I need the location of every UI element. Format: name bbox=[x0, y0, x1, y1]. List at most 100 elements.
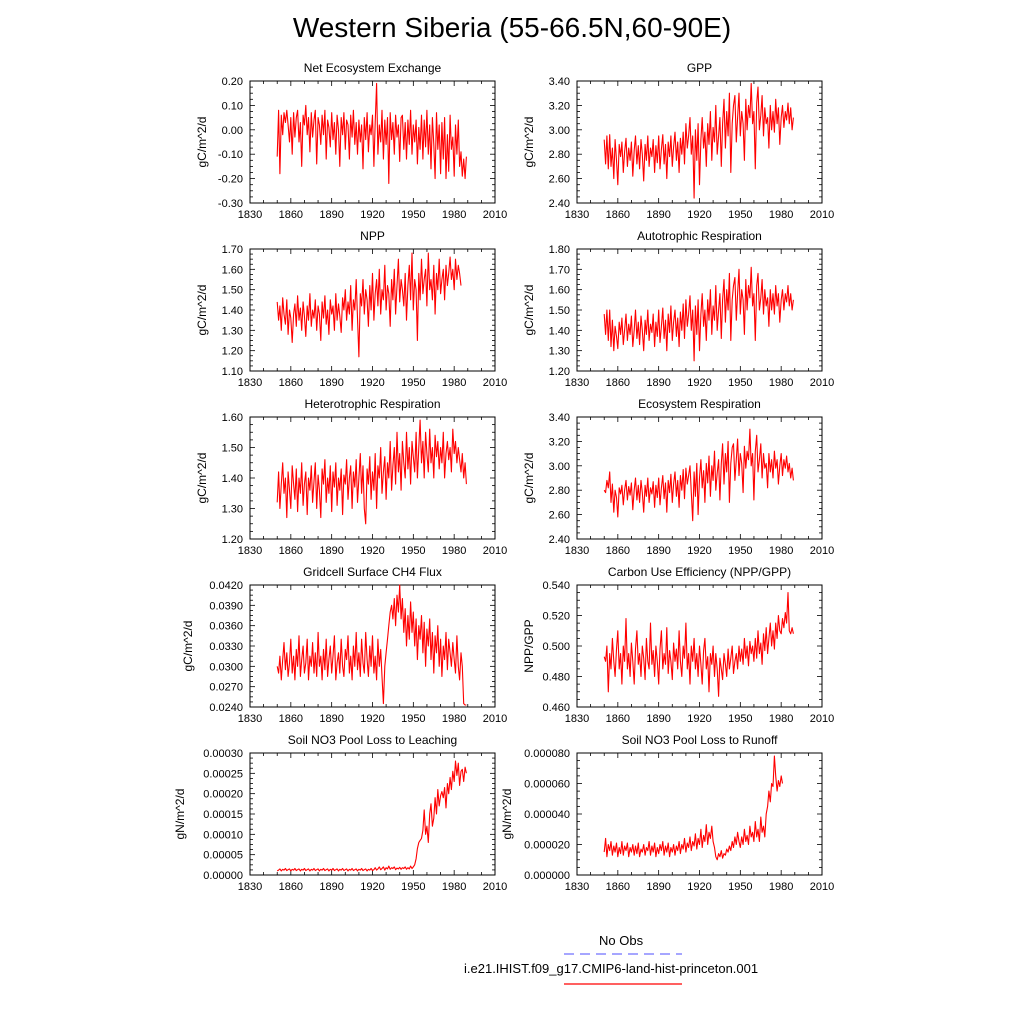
x-tick-label: 2010 bbox=[810, 545, 834, 557]
y-tick-label: 0.00020 bbox=[203, 789, 243, 801]
y-tick-label: 0.0330 bbox=[209, 641, 243, 653]
x-tick-label: 1830 bbox=[565, 545, 589, 557]
y-tick-label: 1.80 bbox=[549, 244, 570, 256]
panel-title: Soil NO3 Pool Loss to Runoff bbox=[622, 733, 779, 747]
x-tick-label: 1830 bbox=[565, 209, 589, 221]
panel-title: Gridcell Surface CH4 Flux bbox=[303, 565, 442, 579]
x-tick-label: 1920 bbox=[687, 713, 711, 725]
series-line bbox=[276, 252, 462, 358]
y-tick-label: 1.40 bbox=[222, 305, 243, 317]
x-tick-label: 1950 bbox=[728, 881, 752, 893]
panel-title: Soil NO3 Pool Loss to Leaching bbox=[288, 733, 457, 747]
y-tick-label: 0.000060 bbox=[524, 779, 570, 791]
y-axis-label: gC/m^2/d bbox=[195, 117, 209, 168]
x-tick-label: 1980 bbox=[442, 209, 466, 221]
x-tick-label: 1950 bbox=[401, 881, 425, 893]
x-tick-label: 1950 bbox=[401, 713, 425, 725]
x-tick-label: 1920 bbox=[687, 377, 711, 389]
y-tick-label: 3.20 bbox=[549, 436, 570, 448]
y-tick-label: 1.70 bbox=[222, 244, 243, 256]
x-tick-label: 1920 bbox=[360, 545, 384, 557]
y-tick-label: 1.40 bbox=[222, 473, 243, 485]
series-line bbox=[276, 419, 467, 525]
x-tick-label: 1950 bbox=[728, 713, 752, 725]
y-tick-label: -0.20 bbox=[218, 174, 243, 186]
y-tick-label: 0.000020 bbox=[524, 840, 570, 852]
panel-8: 1830 1860 1890 1920 1950 1980 2010 0.00000 0.000… bbox=[173, 733, 507, 893]
y-tick-label: 1.70 bbox=[549, 264, 570, 276]
series-line bbox=[276, 760, 467, 872]
panel-title: NPP bbox=[360, 229, 385, 243]
x-tick-label: 1980 bbox=[442, 713, 466, 725]
x-tick-label: 1890 bbox=[319, 209, 343, 221]
y-tick-label: 0.0360 bbox=[209, 621, 243, 633]
panel-4: 1830 1860 1890 1920 1950 1980 2010 1.20 1.30 1.40… bbox=[195, 397, 507, 557]
y-tick-label: 1.30 bbox=[222, 325, 243, 337]
x-tick-label: 1950 bbox=[728, 209, 752, 221]
x-tick-label: 1920 bbox=[360, 713, 384, 725]
y-tick-label: 0.000040 bbox=[524, 809, 570, 821]
x-tick-label: 1860 bbox=[279, 377, 303, 389]
y-tick-label: 2.40 bbox=[549, 534, 570, 546]
y-tick-label: 0.00000 bbox=[203, 870, 243, 882]
y-tick-label: 2.60 bbox=[549, 174, 570, 186]
y-tick-label: 0.00015 bbox=[203, 809, 243, 821]
page-title: Western Siberia (55-66.5N,60-90E) bbox=[292, 12, 732, 43]
x-tick-label: 1830 bbox=[565, 377, 589, 389]
x-tick-label: 1980 bbox=[442, 545, 466, 557]
y-tick-label: 0.00025 bbox=[203, 768, 243, 780]
y-tick-label: 0.0420 bbox=[209, 580, 243, 592]
y-tick-label: 0.00030 bbox=[203, 748, 243, 760]
y-tick-label: 3.20 bbox=[549, 100, 570, 112]
y-tick-label: 3.40 bbox=[549, 412, 570, 424]
x-tick-label: 2010 bbox=[483, 209, 507, 221]
x-tick-label: 1860 bbox=[606, 881, 630, 893]
x-tick-label: 1920 bbox=[360, 377, 384, 389]
y-tick-label: 2.60 bbox=[549, 510, 570, 522]
x-tick-label: 1860 bbox=[606, 209, 630, 221]
y-axis-label: gC/m^2/d bbox=[522, 117, 536, 168]
panel-title: Carbon Use Efficiency (NPP/GPP) bbox=[608, 565, 791, 579]
y-tick-label: 0.540 bbox=[542, 580, 570, 592]
y-tick-label: 2.80 bbox=[549, 149, 570, 161]
y-tick-label: 1.50 bbox=[222, 443, 243, 455]
y-tick-label: 1.30 bbox=[222, 504, 243, 516]
y-tick-label: 0.00010 bbox=[203, 829, 243, 841]
y-tick-label: -0.10 bbox=[218, 149, 243, 161]
y-tick-label: 0.20 bbox=[222, 76, 243, 88]
series-line bbox=[276, 584, 467, 706]
panel-title: GPP bbox=[687, 61, 712, 75]
panel-9: 1830 1860 1890 1920 1950 1980 2010 0.000000 0.00… bbox=[500, 733, 834, 893]
y-tick-label: 1.60 bbox=[549, 285, 570, 297]
x-tick-label: 1980 bbox=[769, 209, 793, 221]
x-tick-label: 1890 bbox=[646, 545, 670, 557]
y-tick-label: 1.40 bbox=[549, 325, 570, 337]
x-tick-label: 2010 bbox=[483, 545, 507, 557]
panel-6: 1830 1860 1890 1920 1950 1980 2010 0.0240 0.0270… bbox=[181, 565, 507, 725]
x-tick-label: 1950 bbox=[401, 545, 425, 557]
y-axis-label: gC/m^2/d bbox=[522, 453, 536, 504]
y-tick-label: 1.50 bbox=[222, 285, 243, 297]
x-tick-label: 1890 bbox=[319, 377, 343, 389]
y-tick-label: 0.00 bbox=[222, 125, 243, 137]
plot-frame bbox=[249, 80, 496, 204]
x-tick-label: 1860 bbox=[606, 713, 630, 725]
y-tick-label: 0.0300 bbox=[209, 661, 243, 673]
x-tick-label: 1830 bbox=[565, 881, 589, 893]
y-axis-label: gN/m^2/d bbox=[173, 789, 187, 840]
x-tick-label: 1890 bbox=[646, 209, 670, 221]
y-tick-label: 1.20 bbox=[549, 366, 570, 378]
y-axis-label: NPP/GPP bbox=[522, 619, 536, 672]
y-tick-label: 0.480 bbox=[542, 672, 570, 684]
x-tick-label: 1860 bbox=[606, 545, 630, 557]
panel-0: 1830 1860 1890 1920 1950 1980 2010 -0.30 -0.20 -0… bbox=[195, 61, 507, 221]
x-tick-label: 1890 bbox=[646, 881, 670, 893]
x-tick-label: 2010 bbox=[810, 713, 834, 725]
x-tick-label: 1920 bbox=[687, 881, 711, 893]
x-tick-label: 1890 bbox=[646, 713, 670, 725]
panel-5: 1830 1860 1890 1920 1950 1980 2010 2.40 2.60 2.80… bbox=[522, 397, 834, 557]
y-tick-label: 1.10 bbox=[222, 366, 243, 378]
series-line bbox=[603, 592, 794, 697]
x-tick-label: 1980 bbox=[769, 377, 793, 389]
